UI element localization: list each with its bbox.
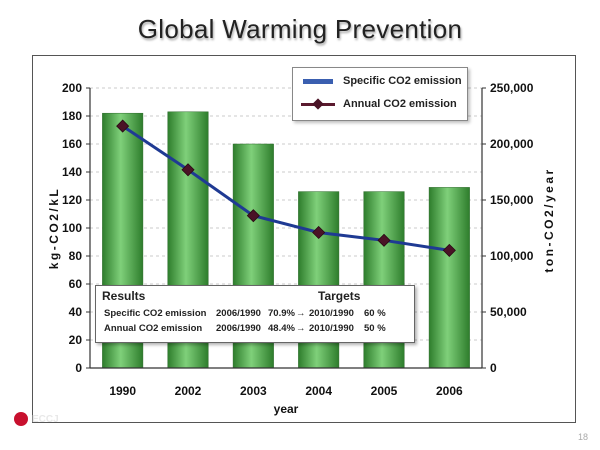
chart-legend: Specific CO2 emission Annual CO2 emissio… [292,67,468,121]
y-tick-label: 80 [69,249,83,263]
legend-label-annual: Annual CO2 emission [343,98,457,110]
targets-heading: Targets [318,289,361,303]
x-axis-title: year [274,402,299,416]
legend-line-swatch [301,96,335,112]
line-point-2006 [442,243,456,257]
x-tick-label: 2002 [175,384,202,398]
y2-axis-title: ton-CO2/year [542,167,556,272]
legend-bar-swatch [301,73,335,89]
result-value: 70.9% [268,308,295,319]
result-item: Annual CO2 emission [104,323,203,334]
results-targets-box: Results Targets Specific CO2 emission 20… [95,285,415,343]
results-heading: Results [102,289,146,303]
y-tick-label: 160 [62,137,82,151]
y2-tick-label: 100,000 [490,249,534,263]
line-point-2003 [246,209,260,223]
y2-tick-label: 250,000 [490,81,534,95]
arrow-icon: → [296,308,306,319]
legend-entry-specific: Specific CO2 emission [301,72,462,90]
y-tick-label: 0 [75,361,82,375]
y-tick-label: 120 [62,193,82,207]
line-point-2005 [377,233,391,247]
line-point-2004 [312,225,326,240]
x-tick-label: 2003 [240,384,267,398]
y2-tick-label: 150,000 [490,193,534,207]
result-value: 48.4% [268,323,295,334]
bar-2006 [428,187,470,369]
target-period: 2010/1990 [309,323,354,334]
logo-text: ECCJ [32,414,59,425]
x-tick-label: 1990 [109,384,136,398]
logo-icon [14,412,28,426]
y-tick-label: 100 [62,221,82,235]
target-value: 50 % [364,323,386,334]
y-tick-label: 60 [69,277,83,291]
result-period: 2006/1990 [216,308,261,319]
y2-tick-label: 200,000 [490,137,534,151]
annual-co2-line [121,124,450,252]
x-tick-label: 2006 [436,384,463,398]
target-value: 60 % [364,308,386,319]
y-tick-label: 20 [69,333,83,347]
target-period: 2010/1990 [309,308,354,319]
y-tick-label: 140 [62,165,82,179]
legend-entry-annual: Annual CO2 emission [301,95,457,113]
slide-title: Global Warming Prevention [137,14,463,44]
arrow-icon: → [296,323,306,334]
y2-tick-label: 0 [490,361,497,375]
y-tick-label: 180 [62,109,82,123]
legend-label-specific: Specific CO2 emission [343,75,462,87]
result-item: Specific CO2 emission [104,308,207,319]
x-tick-label: 2004 [305,384,332,398]
line-point-2002 [181,163,195,177]
y-tick-label: 200 [62,81,82,95]
y2-tick-label: 50,000 [490,305,527,319]
y-axis-title: kg-CO2/kL [47,187,61,270]
x-tick-label: 2005 [371,384,398,398]
result-period: 2006/1990 [216,323,261,334]
line-point-1990 [116,119,130,133]
page-number: 18 [577,432,588,442]
y-tick-label: 40 [69,305,83,319]
